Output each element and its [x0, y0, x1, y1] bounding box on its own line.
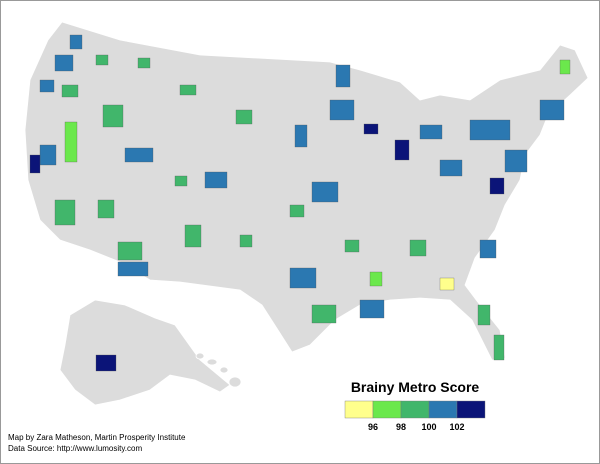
metro: [184, 224, 202, 248]
metro: [539, 99, 565, 121]
metro: [289, 204, 305, 218]
metro: [61, 84, 79, 98]
metro: [174, 175, 188, 187]
metro: [469, 119, 511, 141]
metro: [102, 104, 124, 128]
metro: [39, 144, 57, 166]
metro: [409, 239, 427, 257]
legend: Brainy Metro Score 96 98 100 102: [344, 379, 486, 432]
legend-tick-label: 102: [449, 422, 464, 432]
metro: [117, 261, 149, 277]
legend-swatch: [456, 400, 486, 419]
metro: [69, 34, 83, 50]
metro: [29, 154, 41, 174]
metro: [97, 199, 115, 219]
legend-tick-label: 96: [368, 422, 378, 432]
metro: [294, 124, 308, 148]
metro: [394, 139, 410, 161]
metro: [493, 334, 505, 361]
metro: [335, 64, 351, 88]
metro: [439, 277, 455, 291]
metro: [477, 304, 491, 326]
metro: [504, 149, 528, 173]
metro: [419, 124, 443, 140]
metro: [363, 123, 379, 135]
metro: [64, 121, 78, 163]
metro: [489, 177, 505, 195]
metro: [117, 241, 143, 261]
metro: [54, 54, 74, 72]
metro: [559, 59, 571, 75]
legend-swatch: [344, 400, 374, 419]
metro-areas: [29, 34, 571, 372]
metro: [479, 239, 497, 259]
metro: [54, 199, 76, 226]
metro: [124, 147, 154, 163]
legend-title: Brainy Metro Score: [351, 379, 480, 395]
metro: [239, 234, 253, 248]
legend-swatch: [400, 400, 430, 419]
metro: [369, 271, 383, 287]
metro: [235, 109, 253, 125]
metro: [204, 171, 228, 189]
metro: [137, 57, 151, 69]
metro: [311, 181, 339, 203]
metro: [289, 267, 317, 289]
metro: [95, 354, 117, 372]
metro: [39, 79, 55, 93]
metro: [344, 239, 360, 253]
legend-swatch: [428, 400, 458, 419]
metro: [439, 159, 463, 177]
metro: [179, 84, 197, 96]
metro: [359, 299, 385, 319]
metro: [95, 54, 109, 66]
legend-swatch: [372, 400, 402, 419]
us-land: [24, 21, 589, 406]
metro: [311, 304, 337, 324]
legend-tick-label: 98: [396, 422, 406, 432]
legend-tick-label: 100: [421, 422, 436, 432]
credit-author: Map by Zara Matheson, Martin Prosperity …: [8, 433, 186, 442]
metro: [329, 99, 355, 121]
credit-source: Data Source: http://www.lumosity.com: [8, 444, 142, 453]
